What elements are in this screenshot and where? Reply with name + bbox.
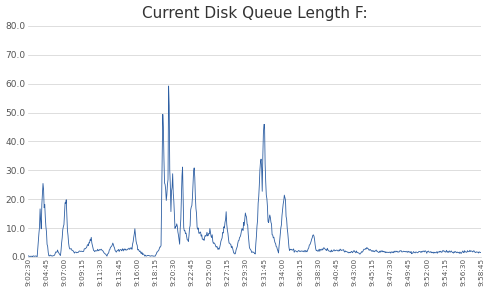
Title: Current Disk Queue Length F:: Current Disk Queue Length F: bbox=[142, 6, 368, 20]
